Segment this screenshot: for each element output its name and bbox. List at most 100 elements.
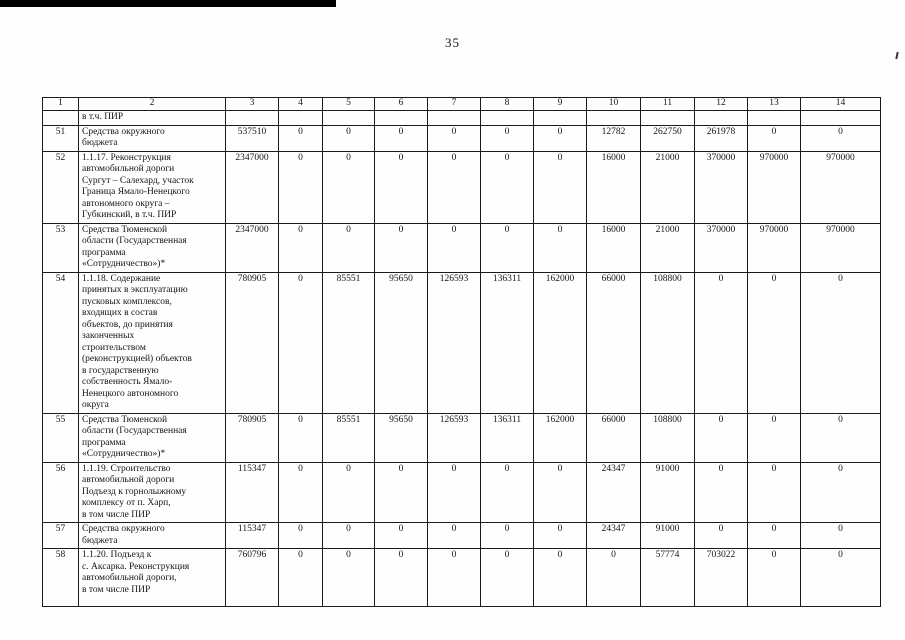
value-cell: 0 xyxy=(480,124,534,152)
table-row: 52 1.1.17. Реконструкция автомобильной до… xyxy=(42,150,881,224)
value-cell: 261978 xyxy=(694,124,748,152)
column-header: 5 xyxy=(322,97,375,111)
value-cell xyxy=(374,110,428,126)
value-cell: 115347 xyxy=(225,522,279,549)
row-name-cell: Средства окружного бюджета xyxy=(78,522,226,549)
value-cell: 370000 xyxy=(694,150,748,224)
value-cell: 0 xyxy=(480,222,534,273)
value-cell xyxy=(278,110,323,126)
value-cell xyxy=(586,110,641,126)
column-header: 1 xyxy=(42,97,79,111)
value-cell xyxy=(640,110,695,126)
table-row: 57 Средства окружного бюджета 115347 0 0 0 0 0 0… xyxy=(42,522,881,549)
value-cell: 970000 xyxy=(800,222,881,273)
value-cell: 16000 xyxy=(586,150,641,224)
row-number-cell: 54 xyxy=(42,271,79,414)
value-cell: 0 xyxy=(800,522,881,549)
row-name-cell: Средства Тюменской области (Государствен… xyxy=(78,412,226,463)
value-cell xyxy=(427,110,481,126)
column-header: 14 xyxy=(800,97,881,111)
value-cell: 136311 xyxy=(480,271,534,414)
value-cell: 0 xyxy=(322,150,375,224)
value-cell: 0 xyxy=(278,222,323,273)
row-name-cell: 1.1.20. Подъезд к с. Аксарка. Реконструк… xyxy=(78,548,226,607)
column-header: 3 xyxy=(225,97,279,111)
value-cell: 0 xyxy=(533,222,587,273)
value-cell: 2347000 xyxy=(225,222,279,273)
value-cell: 0 xyxy=(278,150,323,224)
value-cell: 0 xyxy=(427,124,481,152)
value-cell: 2347000 xyxy=(225,150,279,224)
value-cell: 370000 xyxy=(694,222,748,273)
row-number-cell: 55 xyxy=(42,412,79,463)
value-cell xyxy=(480,110,534,126)
value-cell: 95650 xyxy=(374,412,428,463)
value-cell: 0 xyxy=(278,522,323,549)
column-header: 7 xyxy=(427,97,481,111)
value-cell: 0 xyxy=(533,124,587,152)
value-cell: 0 xyxy=(533,150,587,224)
value-cell: 703022 xyxy=(694,548,748,607)
value-cell: 126593 xyxy=(427,412,481,463)
value-cell: 0 xyxy=(322,522,375,549)
value-cell: 0 xyxy=(427,522,481,549)
value-cell: 0 xyxy=(694,271,748,414)
table-row: 55 Средства Тюменской области (Государств… xyxy=(42,412,881,463)
value-cell xyxy=(694,110,748,126)
value-cell: 0 xyxy=(800,271,881,414)
column-header: 8 xyxy=(480,97,534,111)
value-cell: 0 xyxy=(533,461,587,523)
value-cell: 0 xyxy=(374,222,428,273)
row-number-cell xyxy=(42,110,79,126)
value-cell: 16000 xyxy=(586,222,641,273)
value-cell xyxy=(800,110,881,126)
value-cell: 0 xyxy=(427,461,481,523)
value-cell: 0 xyxy=(747,548,801,607)
row-number-cell: 52 xyxy=(42,150,79,224)
row-name-cell: в т.ч. ПИР xyxy=(78,110,226,126)
value-cell: 85551 xyxy=(322,412,375,463)
value-cell: 0 xyxy=(747,271,801,414)
value-cell xyxy=(225,110,279,126)
value-cell: 0 xyxy=(747,461,801,523)
column-header: 4 xyxy=(278,97,323,111)
value-cell: 0 xyxy=(480,150,534,224)
value-cell: 780905 xyxy=(225,412,279,463)
value-cell: 0 xyxy=(374,548,428,607)
value-cell: 0 xyxy=(480,548,534,607)
row-name-cell: 1.1.17. Реконструкция автомобильной доро… xyxy=(78,150,226,224)
value-cell: 537510 xyxy=(225,124,279,152)
value-cell: 0 xyxy=(278,412,323,463)
value-cell: 0 xyxy=(800,548,881,607)
value-cell: 0 xyxy=(747,124,801,152)
value-cell: 21000 xyxy=(640,222,695,273)
value-cell: 0 xyxy=(800,124,881,152)
value-cell: 0 xyxy=(278,124,323,152)
value-cell: 24347 xyxy=(586,461,641,523)
value-cell: 0 xyxy=(278,548,323,607)
value-cell: 0 xyxy=(480,522,534,549)
table-row: 51 Средства окружного бюджета 537510 0 0 0 0 0 0… xyxy=(42,124,881,152)
value-cell: 970000 xyxy=(800,150,881,224)
value-cell: 0 xyxy=(374,124,428,152)
value-cell: 57774 xyxy=(640,548,695,607)
value-cell: 95650 xyxy=(374,271,428,414)
value-cell: 0 xyxy=(374,522,428,549)
value-cell: 0 xyxy=(374,461,428,523)
value-cell: 970000 xyxy=(747,222,801,273)
column-header: 9 xyxy=(533,97,587,111)
value-cell: 0 xyxy=(322,222,375,273)
value-cell: 0 xyxy=(747,522,801,549)
value-cell: 0 xyxy=(322,124,375,152)
table-row: 58 1.1.20. Подъезд к с. Аксарка. Реконстр… xyxy=(42,548,881,607)
value-cell: 970000 xyxy=(747,150,801,224)
value-cell: 66000 xyxy=(586,412,641,463)
table-body: в т.ч. ПИР 51 Средства окружного бюджета 53… xyxy=(42,110,881,607)
page-number: 35 xyxy=(445,35,460,50)
budget-table: 1 2 3 4 5 6 7 8 9 10 11 12 13 14 в т.ч. ПИР 51 Средства… xyxy=(42,97,881,607)
row-name-cell: 1.1.18. Содержание принятых в эксплуатац… xyxy=(78,271,226,414)
value-cell: 126593 xyxy=(427,271,481,414)
value-cell: 24347 xyxy=(586,522,641,549)
value-cell: 0 xyxy=(427,222,481,273)
value-cell: 12782 xyxy=(586,124,641,152)
